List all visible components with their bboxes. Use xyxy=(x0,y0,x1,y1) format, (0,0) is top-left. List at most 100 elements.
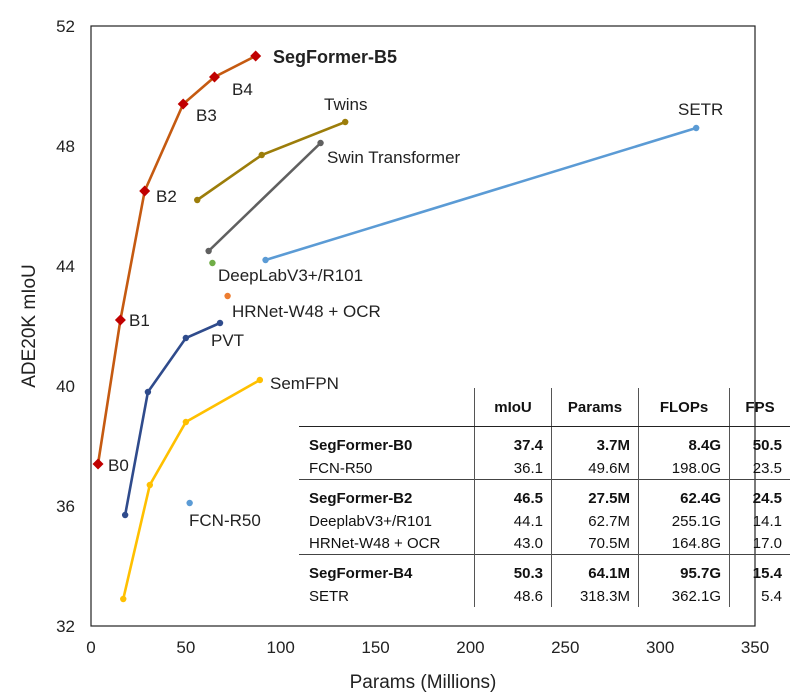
data-point-segformer xyxy=(250,50,262,62)
x-tick-label: 250 xyxy=(551,638,579,657)
table-cell: 50.5 xyxy=(729,426,790,457)
data-point-segformer xyxy=(139,185,151,197)
table-header-cell: Params xyxy=(551,388,639,427)
table-row: SegFormer-B0 37.4 3.7M 8.4G 50.5 xyxy=(299,426,790,457)
data-point-semfpn xyxy=(120,595,127,603)
annotation-fcn-r50: FCN-R50 xyxy=(189,511,261,530)
x-tick-label: 150 xyxy=(361,638,389,657)
series-line-swin-transformer xyxy=(207,142,322,252)
table-cell: 44.1 xyxy=(474,510,552,532)
annotation-b2: B2 xyxy=(156,187,177,206)
data-point-fcn-r50 xyxy=(186,499,193,507)
data-point-pvt xyxy=(216,319,224,327)
table-cell: 62.4G xyxy=(638,479,730,510)
series-line-setr xyxy=(265,126,697,262)
series-line-semfpn xyxy=(121,378,261,600)
table-cell: 95.7G xyxy=(638,554,730,585)
annotation-b0: B0 xyxy=(108,456,129,475)
series-line-twins xyxy=(196,120,346,202)
y-tick-label: 32 xyxy=(56,617,75,636)
table-cell: DeeplabV3+/R101 xyxy=(309,512,433,530)
x-tick-label: 200 xyxy=(456,638,484,657)
annotation-setr: SETR xyxy=(678,100,723,119)
table-cell: 5.4 xyxy=(729,585,790,607)
annotation-deeplabv3-r101: DeepLabV3+/R101 xyxy=(218,266,363,285)
data-point-swin-transformer xyxy=(317,139,324,147)
table-cell: 36.1 xyxy=(474,457,552,480)
data-point-setr xyxy=(692,124,700,132)
data-point-pvt xyxy=(121,511,129,519)
data-point-pvt xyxy=(144,388,152,396)
table-cell: 46.5 xyxy=(474,479,552,510)
table-cell: SegFormer-B4 xyxy=(299,554,475,585)
table-row: SegFormer-B2 46.5 27.5M 62.4G 24.5 xyxy=(299,479,790,510)
data-point-segformer xyxy=(177,98,189,110)
y-tick-label: 36 xyxy=(56,497,75,516)
annotation-hrnet-w48-ocr: HRNet-W48 + OCR xyxy=(232,302,381,321)
data-point-hrnet-w48-ocr xyxy=(224,292,231,300)
annotation-swin-transformer: Swin Transformer xyxy=(327,148,461,167)
table-cell: 43.0 xyxy=(474,532,552,555)
table-cell: 362.1G xyxy=(638,585,730,607)
table-row: DeeplabV3+/R101 44.1 62.7M 255.1G 14.1 xyxy=(299,510,790,532)
table-cell: 23.5 xyxy=(729,457,790,480)
x-axis-label: Params (Millions) xyxy=(350,672,497,693)
table-cell: SETR xyxy=(309,587,350,605)
table-row: SETR 48.6 318.3M 362.1G 5.4 xyxy=(299,585,790,607)
x-tick-label: 0 xyxy=(86,638,95,657)
data-point-twins xyxy=(194,196,201,204)
data-point-setr xyxy=(262,256,269,264)
data-point-semfpn xyxy=(256,376,264,384)
table-header-cell: FPS xyxy=(729,388,790,427)
table-cell: HRNet-W48 + OCR xyxy=(309,534,441,552)
data-point-pvt xyxy=(182,334,190,342)
x-tick-label: 100 xyxy=(267,638,295,657)
annotation-twins: Twins xyxy=(324,95,367,114)
y-tick-label: 48 xyxy=(56,137,75,156)
table-header-cell xyxy=(299,388,475,427)
annotation-b1: B1 xyxy=(129,311,150,330)
data-point-twins xyxy=(342,118,349,126)
table-cell: 24.5 xyxy=(729,479,790,510)
table-cell: 27.5M xyxy=(551,479,639,510)
table-cell: SegFormer-B2 xyxy=(299,479,475,510)
data-point-swin-transformer xyxy=(205,247,212,255)
plot-frame xyxy=(90,25,756,627)
table-row: SegFormer-B4 50.3 64.1M 95.7G 15.4 xyxy=(299,554,790,585)
y-tick-label: 44 xyxy=(56,257,75,276)
table-cell: 17.0 xyxy=(729,532,790,555)
table-cell: 14.1 xyxy=(729,510,790,532)
data-point-semfpn xyxy=(182,418,190,426)
table-cell: 48.6 xyxy=(474,585,552,607)
table-row: FCN-R50 36.1 49.6M 198.0G 23.5 xyxy=(299,457,790,480)
results-table: mIoU Params FLOPs FPS SegFormer-B0 37.4 3.7M 8.… xyxy=(299,388,790,607)
table-header-row: mIoU Params FLOPs FPS xyxy=(299,388,790,427)
data-point-semfpn xyxy=(146,481,154,489)
table-header-cell: mIoU xyxy=(474,388,552,427)
table-cell: 8.4G xyxy=(638,426,730,457)
table-cell: 37.4 xyxy=(474,426,552,457)
table-cell: 255.1G xyxy=(638,510,730,532)
table-cell: 64.1M xyxy=(551,554,639,585)
table-cell: 164.8G xyxy=(638,532,730,555)
annotation-pvt: PVT xyxy=(211,331,244,350)
x-tick-label: 50 xyxy=(176,638,195,657)
data-point-segformer xyxy=(209,71,221,83)
table-cell: 318.3M xyxy=(551,585,639,607)
y-tick-label: 52 xyxy=(56,17,75,36)
table-row: HRNet-W48 + OCR 43.0 70.5M 164.8G 17.0 xyxy=(299,532,790,555)
data-point-segformer xyxy=(92,458,104,470)
y-tick-label: 40 xyxy=(56,377,75,396)
series-line-pvt xyxy=(123,321,221,516)
x-tick-label: 300 xyxy=(646,638,674,657)
data-point-segformer xyxy=(114,314,126,326)
data-point-twins xyxy=(258,151,265,159)
annotation-segformer-b5: SegFormer-B5 xyxy=(273,47,397,67)
data-point-deeplabv3-r101 xyxy=(209,259,216,267)
series-line-segformer xyxy=(96,54,257,465)
table-cell: FCN-R50 xyxy=(309,459,373,477)
table-cell: 50.3 xyxy=(474,554,552,585)
table-cell: 70.5M xyxy=(551,532,639,555)
x-tick-label: 350 xyxy=(741,638,769,657)
